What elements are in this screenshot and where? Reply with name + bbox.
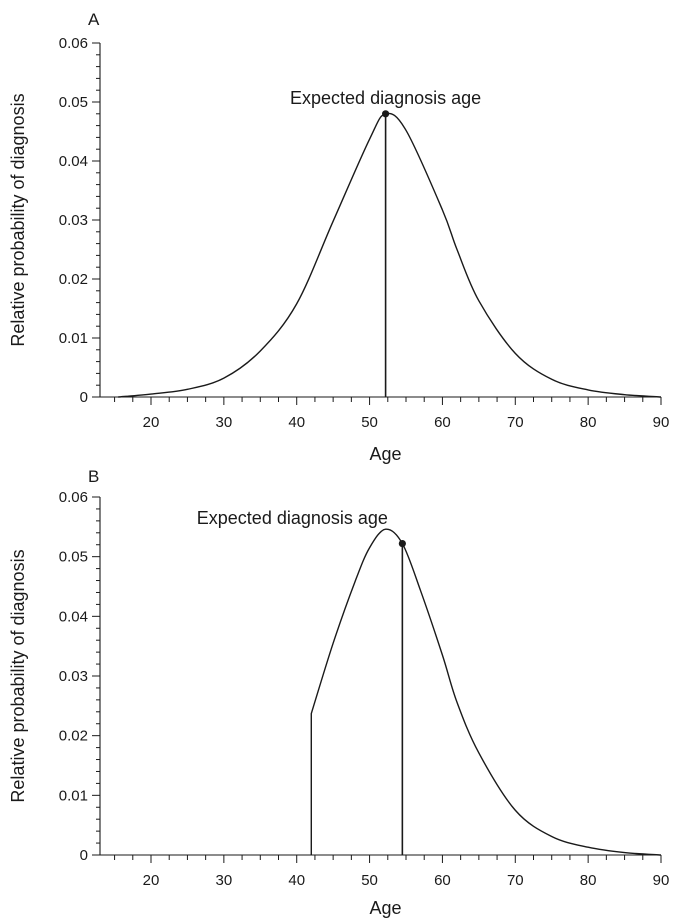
x-axis-label: Age (369, 898, 401, 918)
probability-curve (118, 112, 662, 398)
x-tick-label: 50 (361, 872, 378, 889)
probability-curve (310, 528, 662, 856)
y-tick-label: 0.03 (59, 212, 88, 229)
chart-panel-a: A 0 0.01 0.02 0.03 0.04 0.05 0.06 20 30 40 50 60 70 80… (8, 10, 669, 464)
y-axis-label: Relative probability of diagnosis (8, 93, 28, 346)
y-tick-label: 0.06 (59, 489, 88, 506)
y-tick-label: 0 (80, 847, 88, 864)
x-tick-label: 70 (507, 414, 524, 431)
panel-letter: A (88, 10, 100, 29)
x-axis-label: Age (369, 444, 401, 464)
x-tick-label: 20 (143, 872, 160, 889)
y-tick-label: 0.06 (59, 35, 88, 52)
x-tick-label: 30 (216, 872, 233, 889)
expected-age-point (398, 539, 406, 548)
y-tick-label: 0.05 (59, 94, 88, 111)
y-tick-label: 0.01 (59, 787, 88, 804)
x-tick-label: 70 (507, 872, 524, 889)
x-tick-label: 40 (288, 414, 305, 431)
y-tick-label: 0.04 (59, 608, 88, 625)
y-tick-label: 0.01 (59, 330, 88, 347)
y-tick-label: 0.04 (59, 153, 88, 170)
expected-age-annotation: Expected diagnosis age (197, 508, 388, 528)
x-tick-label: 60 (434, 414, 451, 431)
x-tick-label: 90 (653, 872, 670, 889)
expected-age-annotation: Expected diagnosis age (290, 88, 481, 108)
x-tick-label: 60 (434, 872, 451, 889)
y-tick-label: 0.02 (59, 728, 88, 745)
y-axis-label: Relative probability of diagnosis (8, 549, 28, 802)
expected-age-point (382, 110, 390, 118)
x-tick-label: 20 (143, 414, 160, 431)
y-tick-label: 0.03 (59, 668, 88, 685)
y-tick-label: 0.05 (59, 549, 88, 566)
x-tick-label: 90 (653, 414, 670, 431)
y-tick-label: 0.02 (59, 271, 88, 288)
panel-letter: B (88, 467, 99, 486)
x-tick-label: 40 (288, 872, 305, 889)
y-tick-label: 0 (80, 389, 88, 406)
chart-panel-b: B 0 0.01 0.02 0.03 0.04 0.05 0.06 20 30 40 50 60 70 80… (8, 467, 669, 918)
x-tick-label: 30 (216, 414, 233, 431)
x-tick-label: 80 (580, 872, 597, 889)
x-tick-label: 50 (361, 414, 378, 431)
x-tick-label: 80 (580, 414, 597, 431)
